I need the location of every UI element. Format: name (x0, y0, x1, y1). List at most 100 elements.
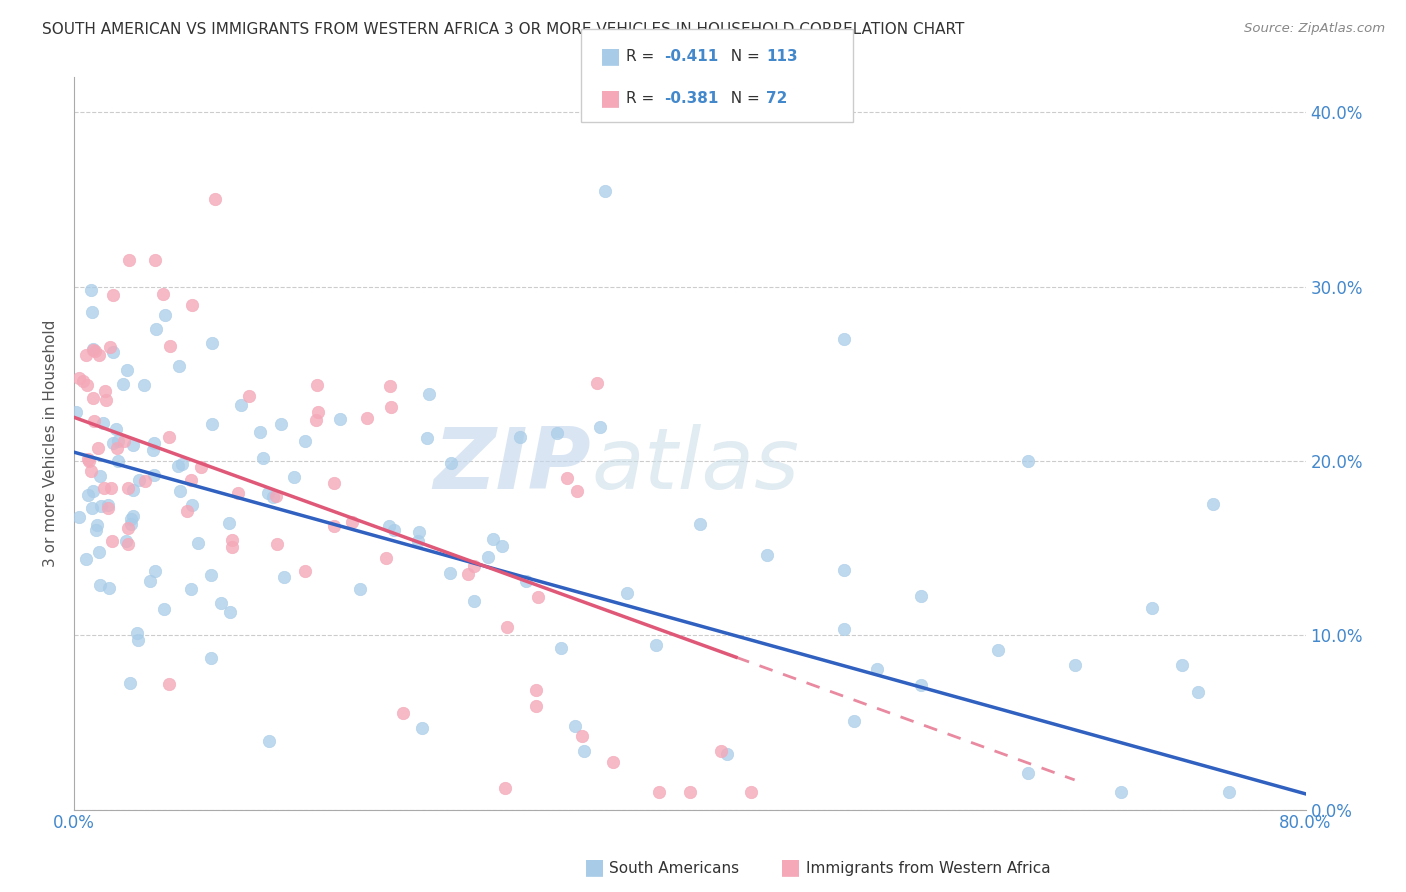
Text: ■: ■ (583, 857, 605, 877)
Point (169, 483, 191, 498)
Point (755, 548, 778, 562)
Text: R =: R = (626, 91, 659, 105)
Point (201, 417, 224, 432)
Point (94, 384, 117, 398)
Point (679, 785, 702, 799)
Text: Immigrants from Western Africa: Immigrants from Western Africa (806, 862, 1050, 876)
Point (145, 322, 167, 336)
Point (89, 468, 111, 483)
Text: -0.381: -0.381 (664, 91, 718, 105)
Point (342, 516, 364, 530)
Point (107, 454, 129, 468)
Point (439, 566, 461, 580)
Point (200, 651, 222, 665)
Point (496, 620, 519, 634)
Point (219, 605, 242, 619)
Point (112, 377, 135, 392)
Point (273, 570, 295, 584)
Point (98, 581, 121, 595)
Point (378, 519, 401, 533)
Point (86, 441, 108, 455)
Point (842, 714, 865, 729)
Point (67, 371, 90, 385)
Point (82, 483, 104, 498)
Point (97, 501, 120, 516)
Point (602, 756, 624, 770)
Point (105, 422, 128, 436)
Text: South Americans: South Americans (609, 862, 740, 876)
Text: ZIP: ZIP (433, 424, 592, 507)
Point (418, 387, 440, 401)
Text: atlas: atlas (592, 424, 799, 507)
Point (616, 586, 638, 600)
Point (84, 343, 107, 358)
Point (143, 564, 166, 578)
Point (1017, 454, 1039, 468)
Point (380, 379, 402, 393)
Point (218, 516, 240, 530)
Point (79, 454, 101, 468)
Point (555, 471, 578, 485)
Point (710, 744, 733, 758)
Point (180, 473, 202, 487)
Point (120, 517, 142, 532)
Point (406, 534, 429, 549)
Point (586, 376, 609, 391)
Point (463, 558, 485, 573)
Point (89, 545, 111, 559)
Point (910, 590, 932, 604)
Point (515, 574, 537, 589)
Point (117, 481, 139, 495)
Point (117, 521, 139, 535)
Point (294, 564, 316, 578)
Point (72, 374, 94, 388)
Point (157, 677, 180, 691)
Point (128, 473, 150, 487)
Point (75, 552, 97, 566)
Point (115, 533, 138, 548)
Point (155, 308, 177, 322)
Point (249, 425, 271, 440)
Point (380, 400, 402, 414)
Point (125, 626, 148, 640)
Point (294, 434, 316, 448)
Point (100, 481, 122, 495)
Point (139, 574, 162, 588)
Point (524, 682, 547, 697)
Point (91, 417, 114, 431)
Point (571, 729, 593, 743)
Point (593, 184, 616, 198)
Point (564, 719, 586, 733)
Point (65, 405, 87, 419)
Point (283, 470, 305, 484)
Point (648, 785, 671, 799)
Point (121, 438, 143, 452)
Point (209, 596, 232, 610)
Point (83, 414, 105, 428)
Point (987, 642, 1010, 657)
Text: Source: ZipAtlas.com: Source: ZipAtlas.com (1244, 22, 1385, 36)
Point (524, 698, 547, 713)
Point (238, 389, 260, 403)
Text: N =: N = (721, 49, 765, 63)
Point (101, 288, 124, 302)
Point (159, 339, 181, 353)
Text: -0.411: -0.411 (664, 49, 718, 63)
Point (118, 253, 141, 268)
Point (229, 398, 252, 412)
Point (1017, 765, 1039, 780)
Point (101, 436, 124, 450)
Point (411, 721, 433, 735)
Point (221, 533, 243, 547)
Point (491, 539, 513, 553)
Point (546, 425, 568, 440)
Point (440, 456, 463, 470)
Point (80, 500, 103, 515)
Point (832, 564, 855, 578)
Point (204, 193, 226, 207)
Point (142, 468, 165, 483)
Point (82, 391, 104, 405)
Point (170, 457, 193, 471)
Point (180, 298, 202, 312)
Y-axis label: 3 or more Vehicles in Household: 3 or more Vehicles in Household (44, 320, 58, 567)
